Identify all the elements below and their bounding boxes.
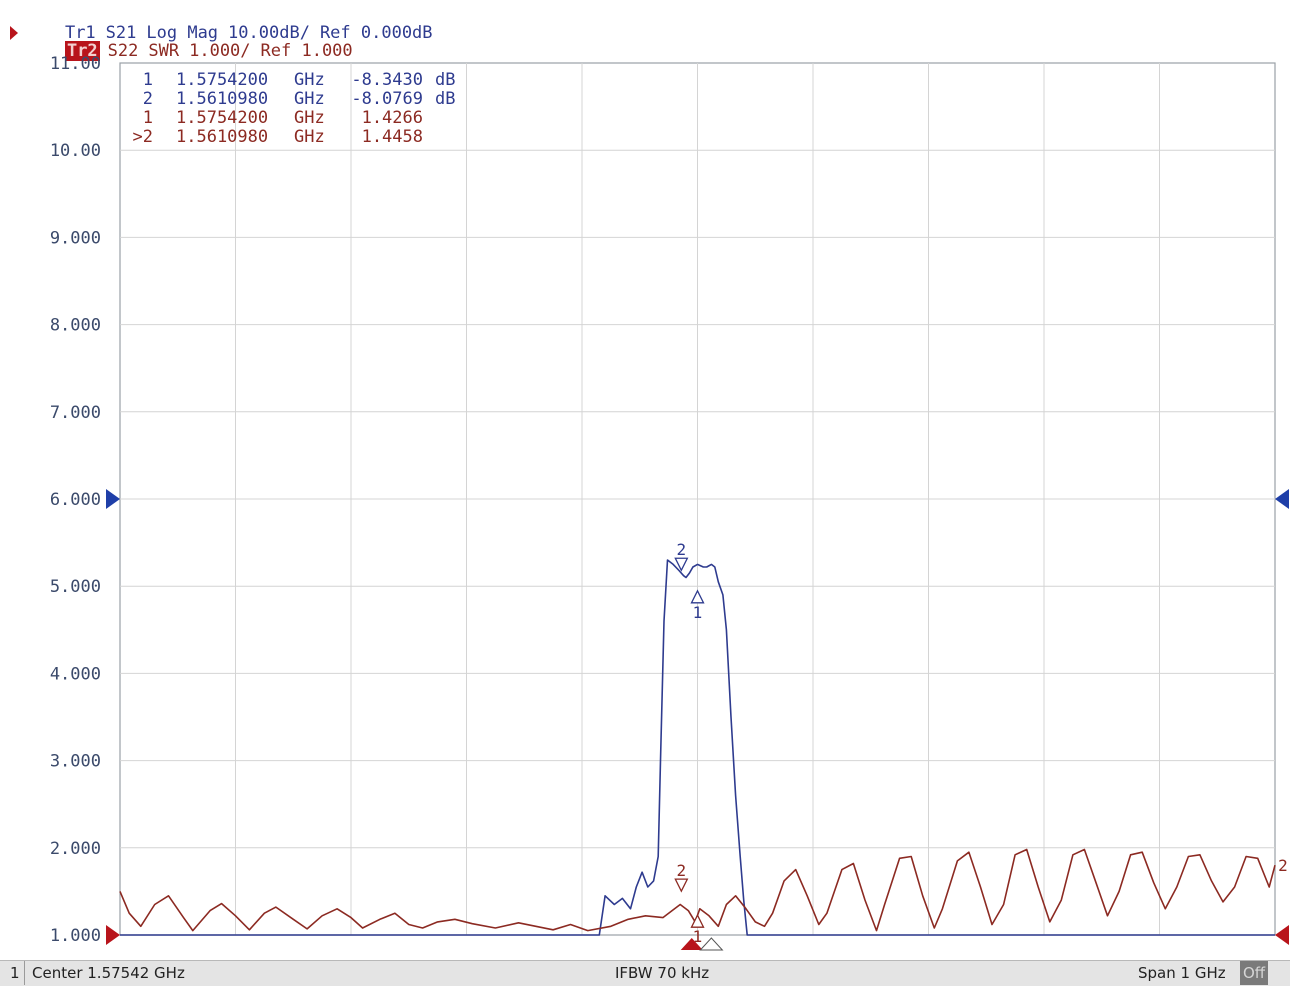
stimulus-marker-open-icon bbox=[699, 937, 724, 951]
trace-s21-line bbox=[120, 559, 1275, 936]
marker-readout-row-2-frequency: 1.5610980 bbox=[176, 89, 268, 109]
active-trace-pointer-icon bbox=[10, 26, 18, 40]
y-tick-label: 7.000 bbox=[50, 403, 101, 423]
trace-header: Tr1 S21 Log Mag 10.00dB/Ref 0.000dB Tr2 S22 S… bbox=[0, 0, 1290, 61]
marker-s22-2-label: 2 bbox=[1278, 856, 1288, 875]
marker-readout-row-3-value: 1.4266 bbox=[362, 108, 423, 128]
marker-readout-row-4-number: >2 bbox=[133, 127, 153, 147]
trace2-id[interactable]: Tr2 bbox=[64, 41, 100, 61]
marker-s22-2-triangle-down-icon bbox=[674, 878, 689, 893]
marker-s22-1-triangle-up-icon bbox=[690, 913, 705, 928]
y-axis-labels: 11.00 10.00 9.000 8.000 7.000 6.000 5.000 4.000… bbox=[50, 54, 101, 946]
trace2-param[interactable]: S22 bbox=[107, 41, 139, 61]
marker-readout-row-3-unit: GHz bbox=[294, 108, 325, 128]
marker-s21-2-label: 2 bbox=[677, 540, 687, 559]
y-tick-label: 5.000 bbox=[50, 577, 101, 597]
ref-pointer-s22-right-icon bbox=[1275, 925, 1289, 945]
marker-readout-row-4-frequency: 1.5610980 bbox=[176, 127, 268, 147]
ref-pointer-s21-right-icon bbox=[1275, 489, 1289, 509]
marker-readout-row-4-unit: GHz bbox=[294, 127, 325, 147]
marker-readout-row-2-number: 2 bbox=[143, 89, 153, 109]
trace1-param[interactable]: S21 bbox=[105, 23, 137, 43]
ifbw-setting[interactable]: IFBW 70 kHz bbox=[615, 964, 710, 982]
marker-readout-row-3-number: 1 bbox=[143, 108, 153, 128]
marker-readout-row-1-value: -8.3430 bbox=[351, 70, 423, 90]
span-setting[interactable]: Span 1 GHz bbox=[1138, 964, 1226, 982]
marker-s22-2-label: 2 bbox=[677, 861, 687, 880]
marker-readout-row-3-frequency: 1.5754200 bbox=[176, 108, 268, 128]
marker-s21-1-triangle-up-icon bbox=[690, 589, 705, 604]
trace2-scale[interactable]: 1.000/ bbox=[189, 41, 251, 61]
ref-pointer-s21-left-icon bbox=[106, 489, 120, 509]
trace1-format[interactable]: Log Mag bbox=[146, 23, 219, 43]
marker-readout-row-1-unit: GHz bbox=[294, 70, 325, 90]
center-frequency[interactable]: Center 1.57542 GHz bbox=[32, 964, 185, 982]
measurement-chart[interactable]: 11.00 10.00 9.000 8.000 7.000 6.000 5.000 4.000… bbox=[0, 50, 1290, 960]
channel-number[interactable]: 1 bbox=[10, 964, 20, 982]
marker-readout-row-1-number: 1 bbox=[143, 70, 153, 90]
marker-readout-row-2-value-unit: dB bbox=[435, 89, 455, 109]
marker-readout-row-2-unit: GHz bbox=[294, 89, 325, 109]
trace1-id[interactable]: Tr1 bbox=[64, 23, 96, 43]
marker-s22-1-label: 1 bbox=[693, 927, 703, 946]
y-tick-label: 9.000 bbox=[50, 228, 101, 248]
y-tick-label: 3.000 bbox=[50, 752, 101, 772]
chart-grid bbox=[119, 62, 1276, 936]
trace2-format[interactable]: SWR bbox=[148, 41, 180, 61]
y-tick-label: 1.000 bbox=[50, 926, 101, 946]
trace1-ref[interactable]: Ref 0.000dB bbox=[319, 23, 433, 43]
marker-readout-row-1-frequency: 1.5754200 bbox=[176, 70, 268, 90]
stimulus-marker-filled-icon bbox=[680, 938, 703, 950]
trace2-ref[interactable]: Ref 1.000 bbox=[260, 41, 353, 61]
y-tick-label: 6.000 bbox=[50, 490, 101, 510]
trace-lines bbox=[119, 559, 1276, 936]
marker-readout-table: 1 1.5754200 GHz -8.3430 dB 2 1.5610980 GHz -8.07… bbox=[133, 70, 456, 147]
marker-symbols: 2 1 2 1 2 bbox=[674, 540, 1288, 946]
y-tick-label: 10.00 bbox=[50, 141, 101, 161]
ref-pointer-s22-left-icon bbox=[106, 925, 120, 945]
off-indicator[interactable]: Off bbox=[1240, 961, 1269, 985]
status-divider bbox=[24, 961, 25, 985]
marker-readout-row-2-value: -8.0769 bbox=[351, 89, 423, 109]
trace-s22-line bbox=[119, 848, 1276, 932]
marker-readout-row-4-value: 1.4458 bbox=[362, 127, 423, 147]
y-tick-label: 4.000 bbox=[50, 664, 101, 684]
marker-s21-1-label: 1 bbox=[693, 603, 703, 622]
y-tick-label: 11.00 bbox=[50, 54, 101, 74]
trace1-status-line[interactable]: Tr1 S21 Log Mag 10.00dB/Ref 0.000dB bbox=[24, 6, 443, 60]
marker-s21-2-triangle-down-icon bbox=[674, 557, 689, 572]
marker-readout-row-1-value-unit: dB bbox=[435, 70, 455, 90]
trace2-status-line[interactable]: Tr2 S22 SWR 1.000/Ref 1.000 bbox=[24, 24, 363, 78]
y-tick-label: 8.000 bbox=[50, 316, 101, 336]
trace1-scale[interactable]: 10.00dB/ bbox=[228, 23, 310, 43]
y-tick-label: 2.000 bbox=[50, 839, 101, 859]
reference-pointers bbox=[106, 489, 1289, 951]
channel-status-bar: 1 Center 1.57542 GHz IFBW 70 kHz Span 1 … bbox=[0, 960, 1290, 986]
